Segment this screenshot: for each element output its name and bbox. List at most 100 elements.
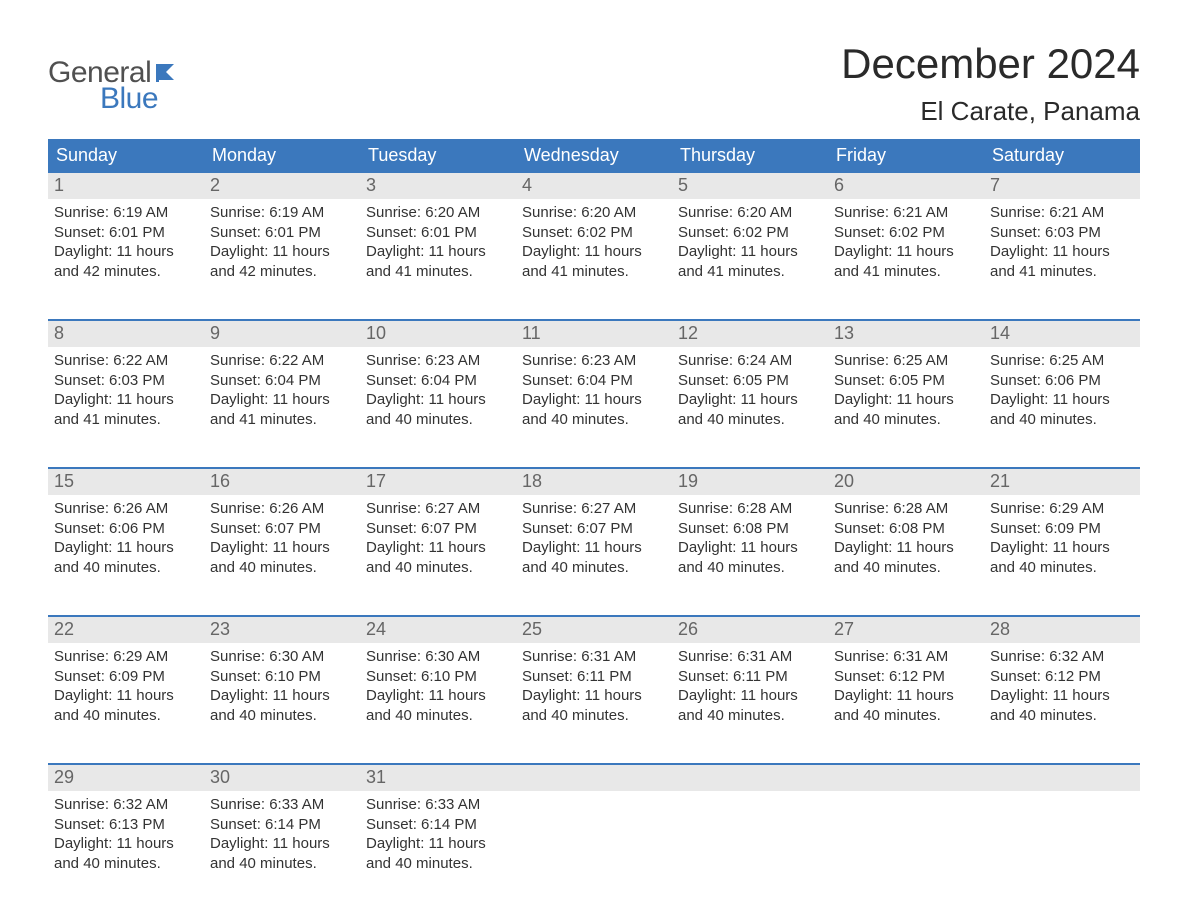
calendar-day: 27Sunrise: 6:31 AMSunset: 6:12 PMDayligh…: [828, 617, 984, 745]
daylight-line1: Daylight: 11 hours: [210, 538, 354, 558]
daylight-line1: Daylight: 11 hours: [54, 390, 198, 410]
daylight-line2: and 40 minutes.: [678, 706, 822, 726]
daylight-line1: Daylight: 11 hours: [990, 686, 1134, 706]
day-number: 1: [48, 173, 204, 199]
logo-word2: Blue: [100, 84, 186, 114]
day-number: 6: [828, 173, 984, 199]
daylight-line2: and 41 minutes.: [522, 262, 666, 282]
day-body: Sunrise: 6:20 AMSunset: 6:01 PMDaylight:…: [360, 199, 516, 285]
daylight-line2: and 40 minutes.: [210, 854, 354, 874]
sunrise-line: Sunrise: 6:30 AM: [210, 647, 354, 667]
sunset-line: Sunset: 6:07 PM: [522, 519, 666, 539]
sunset-line: Sunset: 6:03 PM: [54, 371, 198, 391]
sunrise-line: Sunrise: 6:23 AM: [522, 351, 666, 371]
daylight-line2: and 40 minutes.: [522, 410, 666, 430]
day-number: 28: [984, 617, 1140, 643]
calendar-day: 10Sunrise: 6:23 AMSunset: 6:04 PMDayligh…: [360, 321, 516, 449]
sunrise-line: Sunrise: 6:22 AM: [54, 351, 198, 371]
sunset-line: Sunset: 6:07 PM: [366, 519, 510, 539]
weekday-header: Thursday: [672, 139, 828, 173]
day-number: 5: [672, 173, 828, 199]
day-body: Sunrise: 6:32 AMSunset: 6:12 PMDaylight:…: [984, 643, 1140, 729]
location: El Carate, Panama: [841, 96, 1140, 127]
day-body: Sunrise: 6:26 AMSunset: 6:06 PMDaylight:…: [48, 495, 204, 581]
calendar-week: 8Sunrise: 6:22 AMSunset: 6:03 PMDaylight…: [48, 319, 1140, 449]
daylight-line2: and 40 minutes.: [990, 706, 1134, 726]
calendar-day: 18Sunrise: 6:27 AMSunset: 6:07 PMDayligh…: [516, 469, 672, 597]
calendar-day: 13Sunrise: 6:25 AMSunset: 6:05 PMDayligh…: [828, 321, 984, 449]
day-body: Sunrise: 6:27 AMSunset: 6:07 PMDaylight:…: [516, 495, 672, 581]
calendar-day: 19Sunrise: 6:28 AMSunset: 6:08 PMDayligh…: [672, 469, 828, 597]
month-title: December 2024: [841, 40, 1140, 88]
daylight-line2: and 41 minutes.: [990, 262, 1134, 282]
calendar-day: 5Sunrise: 6:20 AMSunset: 6:02 PMDaylight…: [672, 173, 828, 301]
day-number: 27: [828, 617, 984, 643]
sunrise-line: Sunrise: 6:28 AM: [678, 499, 822, 519]
daylight-line2: and 40 minutes.: [366, 854, 510, 874]
daylight-line2: and 41 minutes.: [210, 410, 354, 430]
daylight-line1: Daylight: 11 hours: [54, 242, 198, 262]
daylight-line2: and 40 minutes.: [834, 410, 978, 430]
daylight-line1: Daylight: 11 hours: [210, 242, 354, 262]
day-body: Sunrise: 6:31 AMSunset: 6:12 PMDaylight:…: [828, 643, 984, 729]
day-body: Sunrise: 6:30 AMSunset: 6:10 PMDaylight:…: [360, 643, 516, 729]
day-number: 21: [984, 469, 1140, 495]
day-body: Sunrise: 6:24 AMSunset: 6:05 PMDaylight:…: [672, 347, 828, 433]
weekday-header: Monday: [204, 139, 360, 173]
day-body: Sunrise: 6:21 AMSunset: 6:02 PMDaylight:…: [828, 199, 984, 285]
calendar-day: 20Sunrise: 6:28 AMSunset: 6:08 PMDayligh…: [828, 469, 984, 597]
day-number: 11: [516, 321, 672, 347]
daylight-line2: and 40 minutes.: [834, 706, 978, 726]
day-body: Sunrise: 6:33 AMSunset: 6:14 PMDaylight:…: [204, 791, 360, 877]
daylight-line1: Daylight: 11 hours: [990, 390, 1134, 410]
day-number: 17: [360, 469, 516, 495]
sunset-line: Sunset: 6:04 PM: [210, 371, 354, 391]
calendar-day: 8 Sunrise: 6:22 AMSunset: 6:03 PMDaylight…: [48, 321, 204, 449]
daylight-line2: and 40 minutes.: [210, 706, 354, 726]
day-number: 16: [204, 469, 360, 495]
calendar-day: 24Sunrise: 6:30 AMSunset: 6:10 PMDayligh…: [360, 617, 516, 745]
daylight-line1: Daylight: 11 hours: [54, 686, 198, 706]
weekday-header: Friday: [828, 139, 984, 173]
daylight-line2: and 41 minutes.: [678, 262, 822, 282]
daylight-line2: and 41 minutes.: [54, 410, 198, 430]
sunrise-line: Sunrise: 6:31 AM: [678, 647, 822, 667]
daylight-line1: Daylight: 11 hours: [366, 686, 510, 706]
sunrise-line: Sunrise: 6:32 AM: [54, 795, 198, 815]
sunset-line: Sunset: 6:08 PM: [834, 519, 978, 539]
day-number: 14: [984, 321, 1140, 347]
calendar-day: 6Sunrise: 6:21 AMSunset: 6:02 PMDaylight…: [828, 173, 984, 301]
day-body: Sunrise: 6:26 AMSunset: 6:07 PMDaylight:…: [204, 495, 360, 581]
daylight-line1: Daylight: 11 hours: [834, 538, 978, 558]
sunset-line: Sunset: 6:10 PM: [366, 667, 510, 687]
calendar-day: 4Sunrise: 6:20 AMSunset: 6:02 PMDaylight…: [516, 173, 672, 301]
day-number: 31: [360, 765, 516, 791]
day-number: 8: [48, 321, 204, 347]
calendar-week: 29Sunrise: 6:32 AMSunset: 6:13 PMDayligh…: [48, 763, 1140, 893]
day-body: Sunrise: 6:28 AMSunset: 6:08 PMDaylight:…: [828, 495, 984, 581]
calendar-day: 15Sunrise: 6:26 AMSunset: 6:06 PMDayligh…: [48, 469, 204, 597]
daylight-line1: Daylight: 11 hours: [834, 242, 978, 262]
sunrise-line: Sunrise: 6:26 AM: [54, 499, 198, 519]
calendar-day: 17Sunrise: 6:27 AMSunset: 6:07 PMDayligh…: [360, 469, 516, 597]
weeks-container: 1Sunrise: 6:19 AMSunset: 6:01 PMDaylight…: [48, 173, 1140, 893]
sunrise-line: Sunrise: 6:26 AM: [210, 499, 354, 519]
day-number: 15: [48, 469, 204, 495]
day-body: Sunrise: 6:22 AMSunset: 6:04 PMDaylight:…: [204, 347, 360, 433]
sunrise-line: Sunrise: 6:32 AM: [990, 647, 1134, 667]
day-body: Sunrise: 6:29 AMSunset: 6:09 PMDaylight:…: [48, 643, 204, 729]
calendar-day: 31Sunrise: 6:33 AMSunset: 6:14 PMDayligh…: [360, 765, 516, 893]
sunset-line: Sunset: 6:02 PM: [522, 223, 666, 243]
day-number-empty: [828, 765, 984, 791]
daylight-line2: and 40 minutes.: [990, 410, 1134, 430]
sunset-line: Sunset: 6:06 PM: [54, 519, 198, 539]
day-body: Sunrise: 6:20 AMSunset: 6:02 PMDaylight:…: [516, 199, 672, 285]
day-number: 20: [828, 469, 984, 495]
day-body: Sunrise: 6:31 AMSunset: 6:11 PMDaylight:…: [672, 643, 828, 729]
sunset-line: Sunset: 6:08 PM: [678, 519, 822, 539]
sunrise-line: Sunrise: 6:31 AM: [522, 647, 666, 667]
weekday-header: Saturday: [984, 139, 1140, 173]
calendar-week: 1Sunrise: 6:19 AMSunset: 6:01 PMDaylight…: [48, 173, 1140, 301]
day-number: 30: [204, 765, 360, 791]
sunset-line: Sunset: 6:13 PM: [54, 815, 198, 835]
